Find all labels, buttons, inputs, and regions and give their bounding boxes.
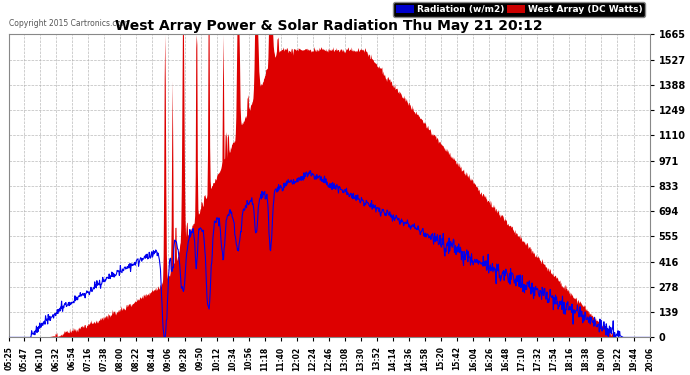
- Legend: Radiation (w/m2), West Array (DC Watts): Radiation (w/m2), West Array (DC Watts): [393, 3, 645, 17]
- Text: Copyright 2015 Cartronics.com: Copyright 2015 Cartronics.com: [9, 19, 128, 28]
- Title: West Array Power & Solar Radiation Thu May 21 20:12: West Array Power & Solar Radiation Thu M…: [115, 19, 543, 33]
